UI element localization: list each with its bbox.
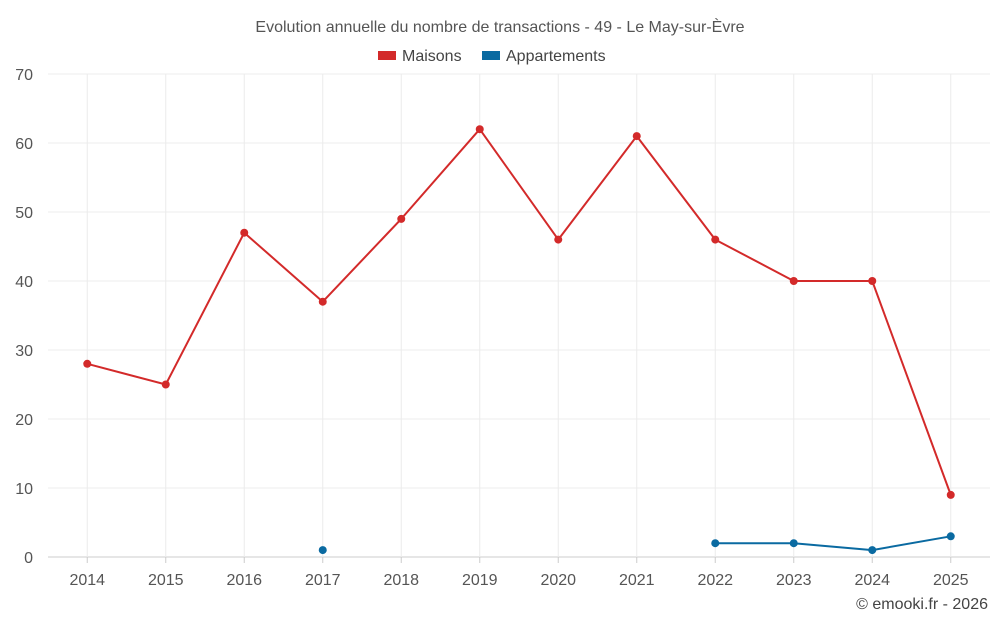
plot-area xyxy=(83,125,955,555)
data-point-maisons[interactable] xyxy=(475,125,484,134)
data-point-maisons[interactable] xyxy=(632,132,641,141)
x-tick-label: 2024 xyxy=(854,572,890,589)
series-line-appartements xyxy=(715,535,951,552)
data-point-maisons[interactable] xyxy=(161,380,170,389)
data-point-maisons[interactable] xyxy=(83,359,92,368)
data-point-maisons[interactable] xyxy=(946,490,955,499)
x-tick-label: 2014 xyxy=(69,572,105,589)
legend-label-appartements: Appartements xyxy=(506,48,606,65)
x-tick-label: 2017 xyxy=(305,572,341,589)
y-tick-label: 40 xyxy=(15,274,33,291)
legend-swatch-maisons xyxy=(378,51,396,60)
legend-item-appartements[interactable]: Appartements xyxy=(482,48,606,65)
data-point-appartements[interactable] xyxy=(318,546,327,555)
grid xyxy=(48,73,990,558)
data-point-maisons[interactable] xyxy=(868,277,877,285)
x-tick-label: 2019 xyxy=(462,572,498,589)
x-tick-label: 2025 xyxy=(933,572,969,589)
series-maisons xyxy=(83,125,955,499)
data-point-appartements[interactable] xyxy=(711,539,720,548)
x-tick-label: 2015 xyxy=(148,572,184,589)
data-point-maisons[interactable] xyxy=(240,228,249,237)
y-axis: 0 10 20 30 40 50 60 70 xyxy=(15,67,33,567)
y-tick-label: 70 xyxy=(15,67,33,84)
x-tick-label: 2020 xyxy=(540,572,576,589)
y-tick-label: 60 xyxy=(15,136,33,153)
y-tick-label: 0 xyxy=(24,550,33,567)
data-point-maisons[interactable] xyxy=(318,297,327,306)
x-tick-label: 2021 xyxy=(619,572,655,589)
x-tick-label: 2022 xyxy=(697,572,733,589)
y-tick-label: 30 xyxy=(15,343,33,360)
data-point-maisons[interactable] xyxy=(554,235,563,244)
y-tick-label: 20 xyxy=(15,412,33,429)
legend-label-maisons: Maisons xyxy=(402,48,462,65)
legend-swatch-appartements xyxy=(482,51,500,60)
copyright-footer: © emooki.fr - 2026 xyxy=(856,596,988,613)
x-tick-label: 2023 xyxy=(776,572,812,589)
data-point-appartements[interactable] xyxy=(946,532,955,541)
data-point-maisons[interactable] xyxy=(789,277,798,285)
data-point-maisons[interactable] xyxy=(397,214,406,223)
series-line-maisons xyxy=(86,128,952,496)
x-axis: 2014 2015 2016 2017 2018 2019 2020 2021 2022 2023… xyxy=(69,557,969,589)
x-tick-label: 2018 xyxy=(383,572,419,589)
y-tick-label: 10 xyxy=(15,481,33,498)
series-appartements xyxy=(318,532,955,555)
legend: Maisons Appartements xyxy=(378,48,606,65)
data-point-appartements[interactable] xyxy=(789,539,798,548)
legend-item-maisons[interactable]: Maisons xyxy=(378,48,462,65)
y-tick-label: 50 xyxy=(15,205,33,222)
x-tick-label: 2016 xyxy=(226,572,262,589)
data-point-appartements[interactable] xyxy=(868,546,877,555)
data-point-maisons[interactable] xyxy=(711,235,720,244)
chart-title: Evolution annuelle du nombre de transact… xyxy=(255,17,744,36)
